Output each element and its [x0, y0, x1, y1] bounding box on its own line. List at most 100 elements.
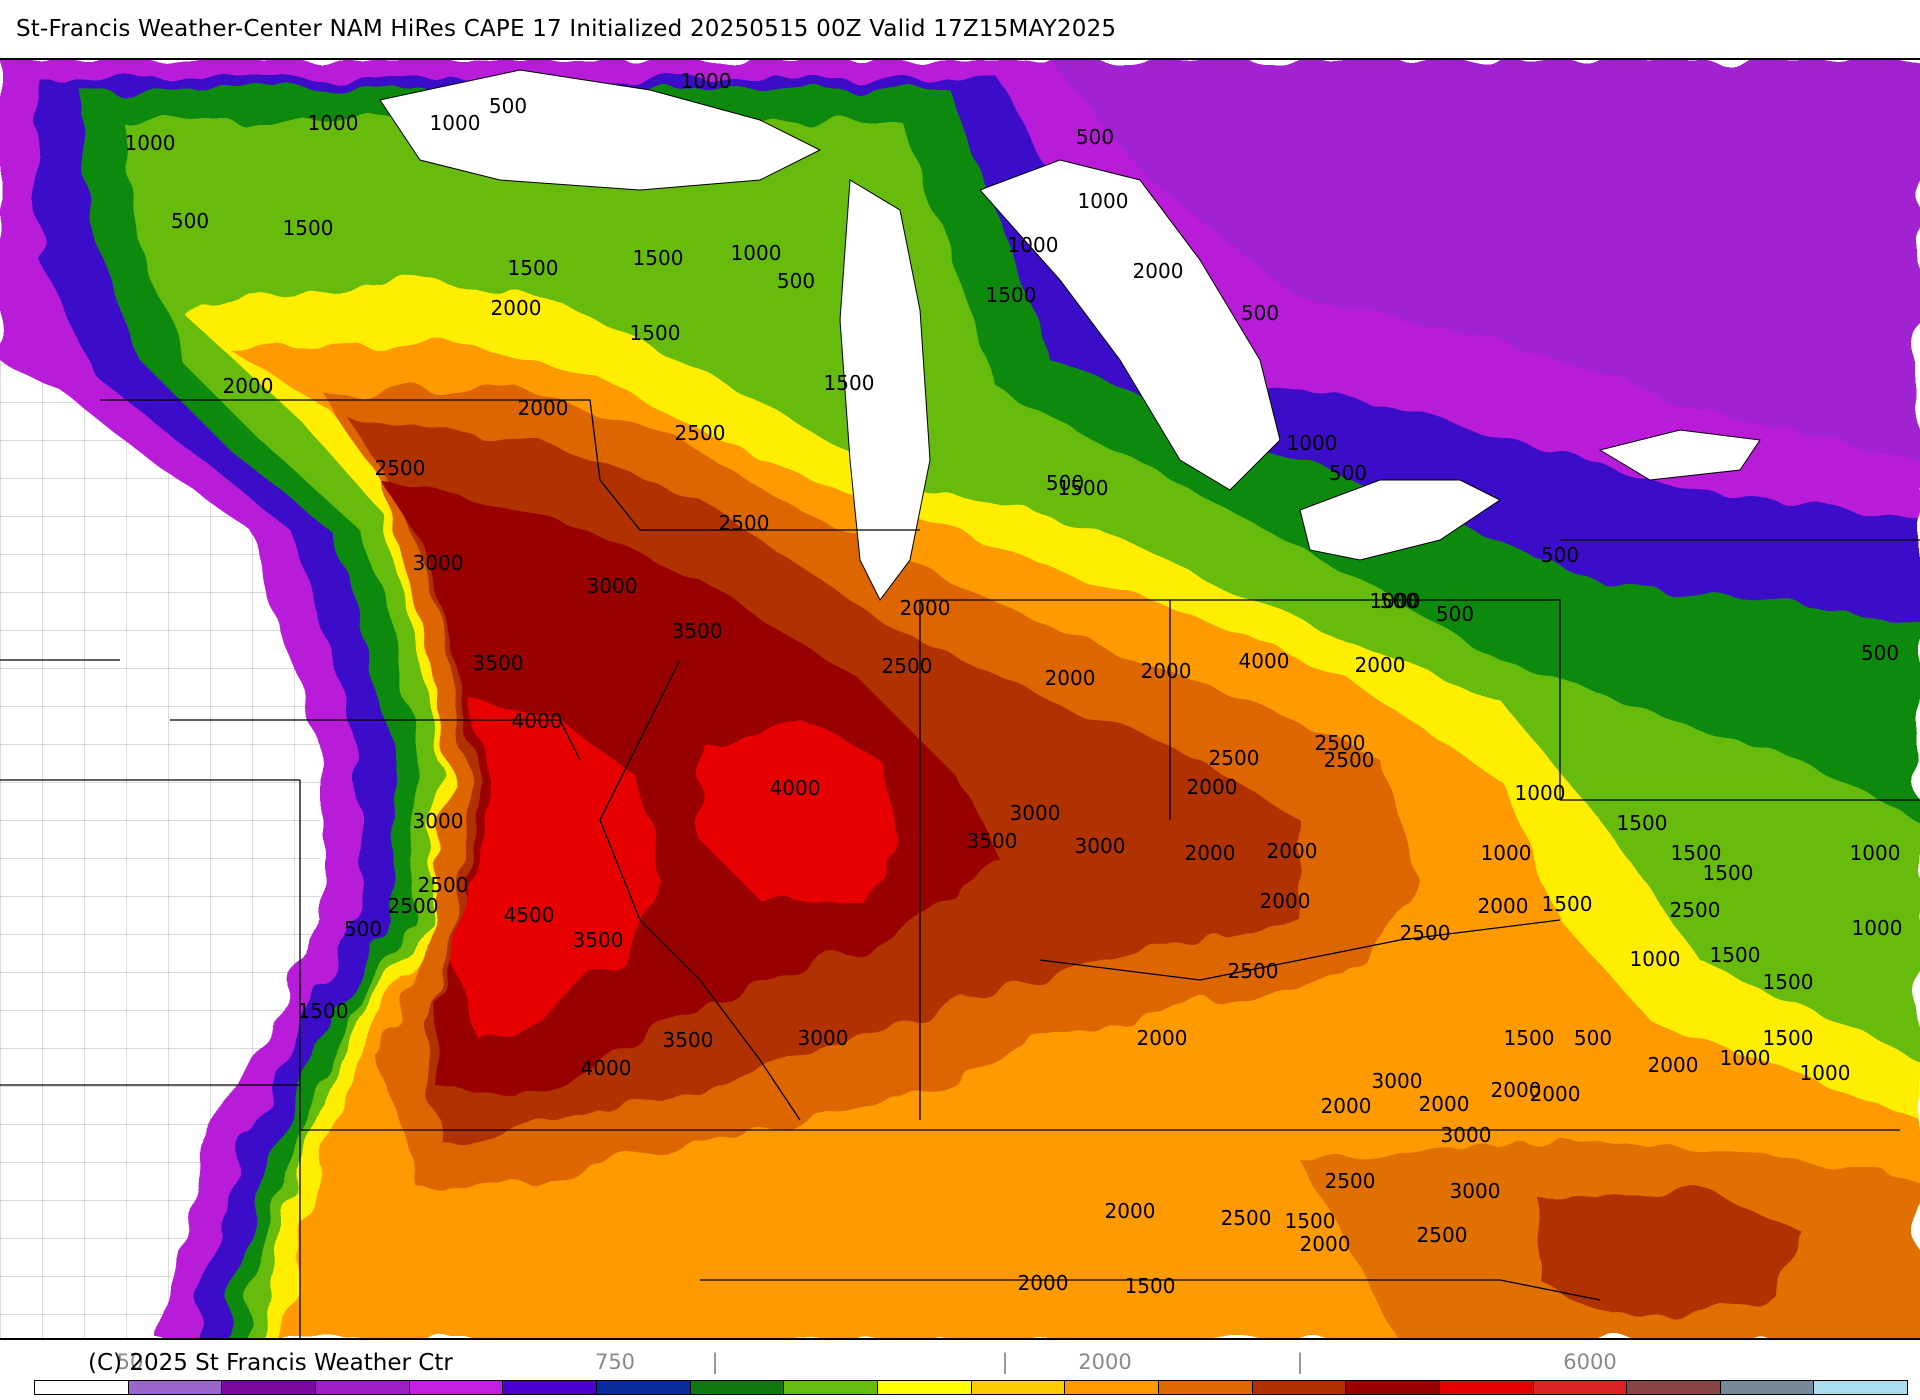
contour-label: 1500 — [1504, 1026, 1555, 1050]
state-borders — [0, 399, 1920, 1338]
colorbar-swatch — [222, 1381, 316, 1394]
contour-label: 1000 — [125, 131, 176, 155]
contour-label: 4000 — [512, 709, 563, 733]
contour-label: 1500 — [824, 371, 875, 395]
colorbar-swatch — [35, 1381, 129, 1394]
contour-label: 2000 — [1260, 889, 1311, 913]
colorbar-swatch — [503, 1381, 597, 1394]
contour-label: 1000 — [1515, 781, 1566, 805]
contour-label: 500 — [1541, 543, 1579, 567]
contour-label: 500 — [1241, 301, 1279, 325]
contour-label: 1000 — [1481, 841, 1532, 865]
map-title: St-Francis Weather-Center NAM HiRes CAPE… — [16, 16, 1117, 42]
colorbar-tick-label: | — [1001, 1350, 1009, 1374]
contour-label: 1000 — [1370, 589, 1421, 613]
contour-label: 1500 — [283, 216, 334, 240]
contour-label: 1500 — [1058, 476, 1109, 500]
contour-label: 3500 — [663, 1028, 714, 1052]
colorbar-tick-label: | — [711, 1350, 719, 1374]
contour-label: 1000 — [1800, 1061, 1851, 1085]
contour-label: 3500 — [573, 928, 624, 952]
contour-label: 1000 — [1287, 431, 1338, 455]
lake-huron — [979, 159, 1281, 491]
contour-label: 3000 — [413, 551, 464, 575]
contour-label: 2500 — [675, 421, 726, 445]
contour-label: 500 — [344, 917, 382, 941]
contour-label: 2000 — [1137, 1026, 1188, 1050]
contour-label: 2500 — [1315, 731, 1366, 755]
contour-label: 500 — [171, 209, 209, 233]
contour-label: 4000 — [770, 776, 821, 800]
copyright-notice: (C) 2025 St Francis Weather Ctr — [88, 1350, 453, 1376]
contour-label: 1500 — [1671, 841, 1722, 865]
colorbar-tick-label: | — [1296, 1350, 1304, 1374]
contour-label: 1000 — [308, 111, 359, 135]
contour-label: 4000 — [1239, 649, 1290, 673]
contour-label: 1000 — [1850, 841, 1901, 865]
contour-label: 2000 — [491, 296, 542, 320]
contour-label: 1500 — [1617, 811, 1668, 835]
contour-label: 2000 — [1355, 653, 1406, 677]
contour-label: 2000 — [1419, 1092, 1470, 1116]
contour-label: 2000 — [518, 396, 569, 420]
colorbar-swatch — [596, 1381, 691, 1394]
contour-label: 3000 — [1010, 801, 1061, 825]
colorbar-swatch — [877, 1381, 972, 1394]
colorbar-swatch — [784, 1381, 878, 1394]
colorbar-swatch — [1346, 1381, 1440, 1394]
contour-label: 2000 — [1648, 1053, 1699, 1077]
contour-label: 2500 — [1325, 1169, 1376, 1193]
colorbar-tick-label: 2000 — [1078, 1350, 1132, 1374]
contour-label: 500 — [489, 94, 527, 118]
cape-shading — [0, 60, 1920, 1338]
contour-label: 1500 — [1125, 1274, 1176, 1298]
contour-label: 2000 — [1133, 259, 1184, 283]
contour-label: 500 — [777, 269, 815, 293]
contour-label: 1500 — [298, 999, 349, 1023]
contour-label: 1500 — [1285, 1209, 1336, 1233]
colorbar-swatch — [1158, 1381, 1253, 1394]
contour-label: 1500 — [508, 256, 559, 280]
contour-label: 2500 — [418, 873, 469, 897]
colorbar-swatch — [690, 1381, 785, 1394]
colorbar-swatch — [1533, 1381, 1628, 1394]
colorbar-swatch — [1627, 1381, 1721, 1394]
contour-label: 2000 — [1491, 1078, 1542, 1102]
contour-label: 2500 — [1228, 959, 1279, 983]
contour-label: 500 — [1861, 641, 1899, 665]
contour-label: 500 — [1076, 125, 1114, 149]
contour-label: 2500 — [1324, 748, 1375, 772]
contour-label: 2000 — [1045, 666, 1096, 690]
contour-label: 4000 — [581, 1056, 632, 1080]
contour-label: 3000 — [1441, 1123, 1492, 1147]
contour-label: 1500 — [1542, 892, 1593, 916]
contour-label: 3000 — [1372, 1069, 1423, 1093]
contour-label: 1500 — [633, 246, 684, 270]
contour-label: 3500 — [672, 619, 723, 643]
contour-label: 2000 — [1300, 1232, 1351, 1256]
band-500-northeast — [1050, 60, 1920, 460]
contour-label: 3000 — [1450, 1179, 1501, 1203]
contour-label: 1500 — [986, 283, 1037, 307]
colorbar-tick-label: 750 — [594, 1350, 636, 1374]
contour-label: 2000 — [900, 596, 951, 620]
colorbar-swatch — [1720, 1381, 1815, 1394]
lake-superior — [379, 69, 822, 191]
colorbar-swatch — [1252, 1381, 1347, 1394]
contour-label: 2500 — [388, 894, 439, 918]
contour-label: 1500 — [1763, 1026, 1814, 1050]
colorbar-swatch — [1439, 1381, 1534, 1394]
contour-label: 1500 — [1763, 970, 1814, 994]
contour-label: 2000 — [223, 374, 274, 398]
band-4500-east — [700, 720, 900, 900]
contour-label: 2500 — [1670, 898, 1721, 922]
colorbar-swatch — [971, 1381, 1066, 1394]
lake-michigan — [839, 179, 931, 601]
colorbar-swatch — [128, 1381, 223, 1394]
colorbar — [34, 1380, 1908, 1395]
band-3500-southeast — [1540, 1190, 1800, 1320]
contour-label: 1000 — [731, 241, 782, 265]
contour-label: 500 — [1436, 602, 1474, 626]
